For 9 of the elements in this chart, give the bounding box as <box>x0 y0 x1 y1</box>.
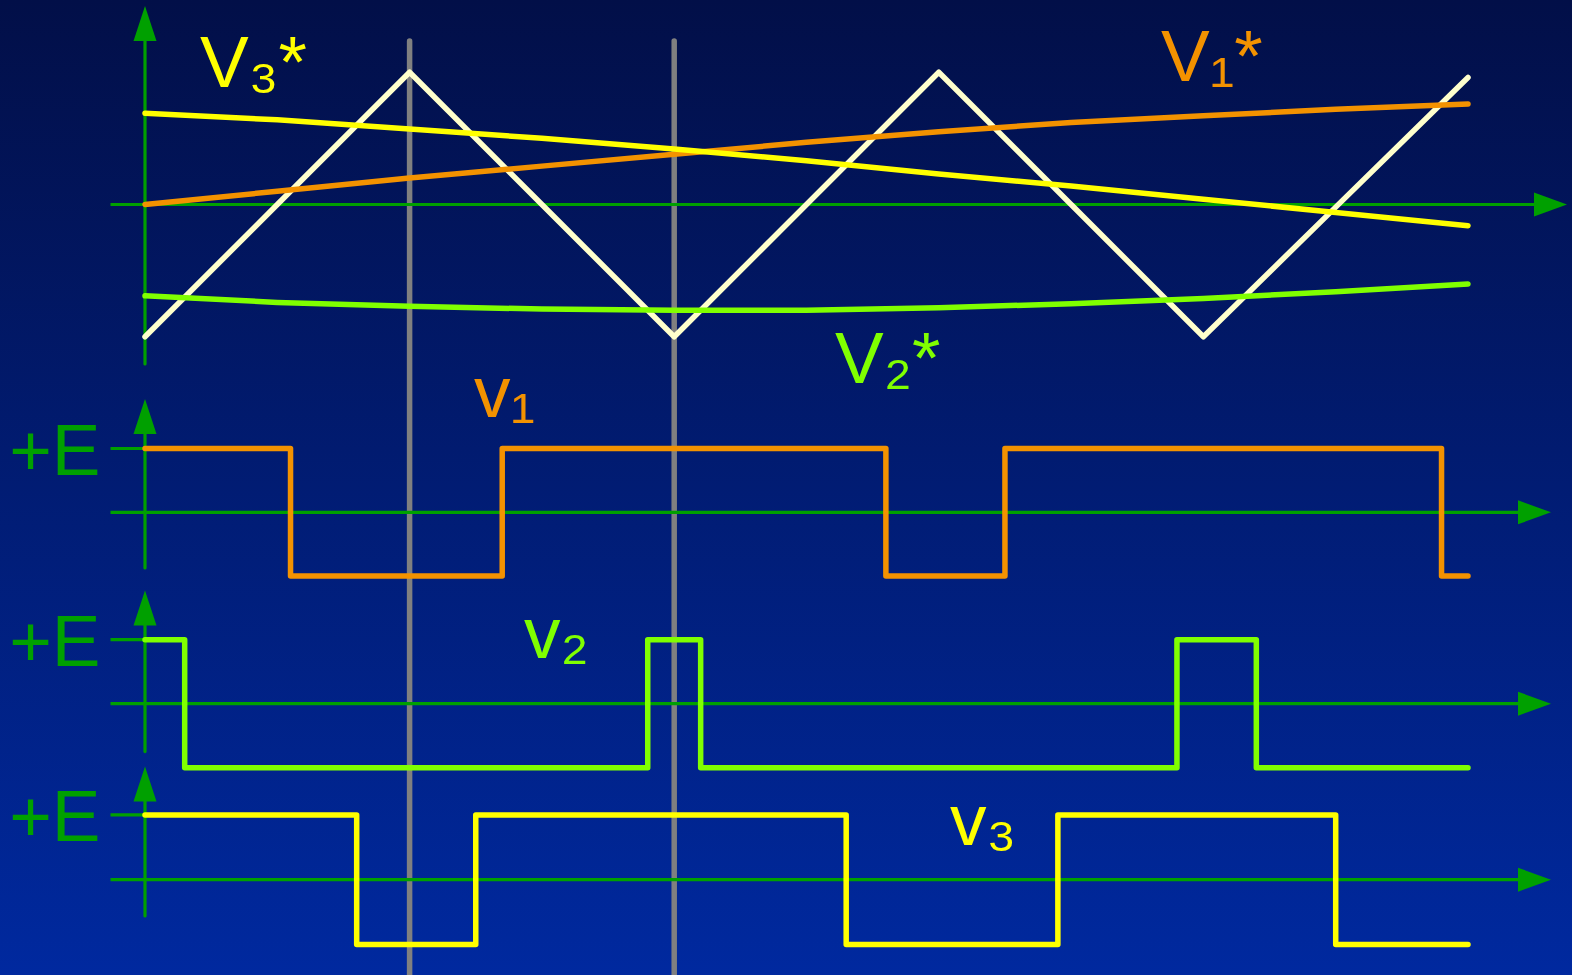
series-label: V₁* <box>1161 15 1263 96</box>
series-label: v₁ <box>474 351 536 432</box>
text: +E <box>9 599 101 681</box>
text: +E <box>9 774 101 856</box>
series-label: v₃ <box>950 779 1017 860</box>
series-label: V₂* <box>835 317 941 398</box>
series-label: v₂ <box>524 592 589 673</box>
text: +E <box>9 408 101 490</box>
series-label: V₃* <box>200 21 307 102</box>
